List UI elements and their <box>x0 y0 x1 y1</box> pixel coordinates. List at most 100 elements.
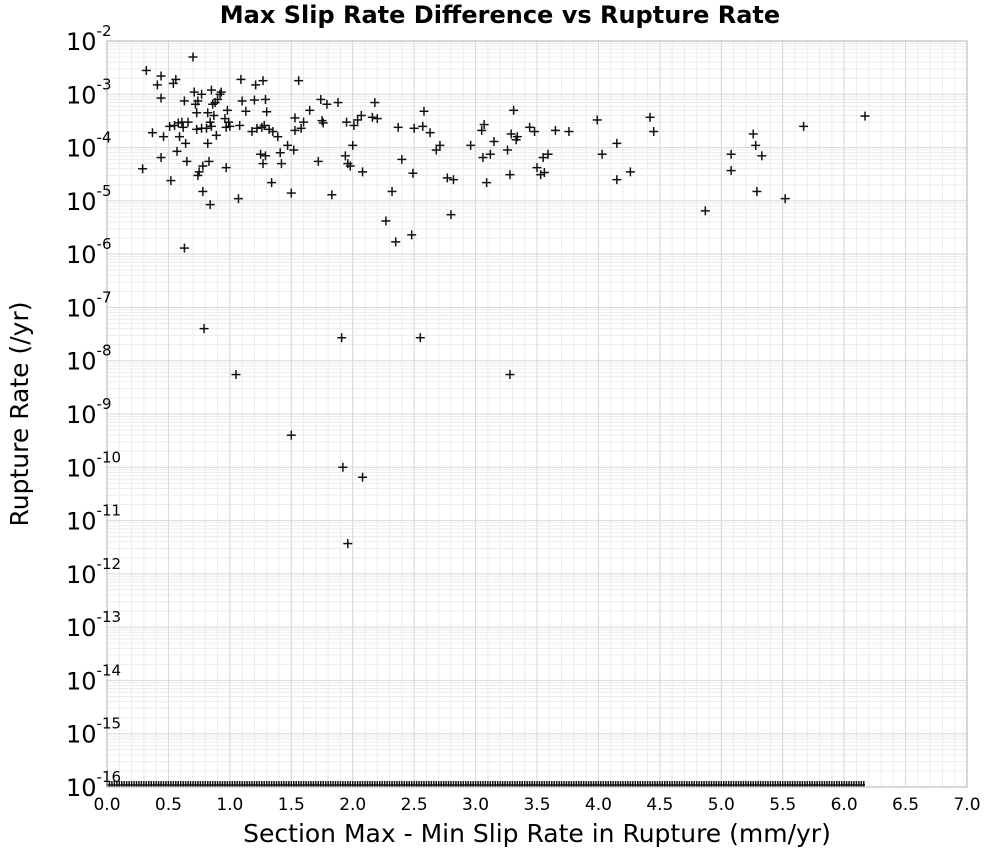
data-point <box>538 153 548 163</box>
data-point <box>592 115 602 125</box>
data-point <box>477 125 487 135</box>
data-point <box>489 136 499 146</box>
x-tick-label: 6.0 <box>831 795 858 815</box>
data-point <box>757 151 767 161</box>
data-point <box>448 175 458 185</box>
data-point <box>387 186 397 196</box>
data-point <box>296 123 306 133</box>
data-point <box>425 128 435 138</box>
y-tick-label: 10-6 <box>66 235 112 269</box>
data-point <box>159 132 169 142</box>
data-point <box>509 105 519 115</box>
data-point <box>258 76 268 86</box>
data-point <box>322 99 332 109</box>
data-point <box>286 430 296 440</box>
data-point <box>313 156 323 166</box>
data-point <box>860 111 870 121</box>
data-point <box>367 112 377 122</box>
data-point <box>192 108 202 118</box>
data-point <box>294 76 304 86</box>
y-tick-label: 10-10 <box>66 448 121 482</box>
grid-lines <box>106 40 968 788</box>
data-point <box>482 178 492 188</box>
data-point <box>530 127 540 137</box>
data-point <box>205 117 215 127</box>
data-point <box>182 156 192 166</box>
data-point <box>166 176 176 186</box>
data-point <box>147 128 157 138</box>
data-point <box>431 145 441 155</box>
data-point <box>172 146 182 156</box>
y-tick-label: 10-7 <box>66 288 112 322</box>
data-point <box>171 74 181 84</box>
data-point <box>466 140 476 150</box>
data-point <box>337 333 347 343</box>
data-point <box>251 80 261 90</box>
data-point <box>203 138 213 148</box>
data-point <box>506 129 516 139</box>
y-tick-label: 10-11 <box>66 502 121 536</box>
y-tick-label: 10-5 <box>66 182 112 216</box>
x-tick-label: 7.0 <box>953 795 980 815</box>
x-tick-labels: 0.0 0.5 1.0 1.5 2.0 2.5 3.0 3.5 4.0 4.5 5.0 5.5 6.0 6… <box>93 795 980 815</box>
data-point <box>327 190 337 200</box>
data-point <box>267 178 277 188</box>
y-tick-label: 10-14 <box>66 661 121 695</box>
data-point <box>479 120 489 130</box>
data-point <box>340 151 350 161</box>
data-point <box>780 194 790 204</box>
data-point <box>799 121 809 131</box>
y-tick-label: 10-8 <box>66 342 112 376</box>
data-points <box>138 52 870 549</box>
x-tick-label: 0.0 <box>93 795 120 815</box>
x-tick-label: 4.5 <box>646 795 673 815</box>
data-point <box>189 87 199 97</box>
data-point <box>381 216 391 226</box>
data-point <box>397 154 407 164</box>
data-point <box>289 145 299 155</box>
y-tick-label: 10-16 <box>66 768 121 802</box>
x-tick-label: 3.0 <box>462 795 489 815</box>
y-axis-label: Rupture Rate (/yr) <box>5 302 34 527</box>
data-point <box>202 123 212 133</box>
floor-markers <box>106 781 866 787</box>
data-point <box>156 71 166 81</box>
data-point <box>485 149 495 159</box>
data-point <box>408 168 418 178</box>
chart-title: Max Slip Rate Difference vs Rupture Rate <box>220 1 780 29</box>
data-point <box>317 116 327 126</box>
data-point <box>442 173 452 183</box>
data-point <box>751 140 761 150</box>
data-point <box>152 80 162 90</box>
data-point <box>358 167 368 177</box>
data-point <box>345 161 355 171</box>
data-point <box>418 121 428 131</box>
x-tick-label: 1.0 <box>216 795 243 815</box>
data-point <box>268 127 278 137</box>
x-tick-label: 6.5 <box>892 795 919 815</box>
data-point <box>299 117 309 127</box>
data-point <box>213 94 223 104</box>
y-tick-label: 10-12 <box>66 555 121 589</box>
data-point <box>165 121 175 131</box>
data-point <box>539 168 549 178</box>
x-tick-label: 5.0 <box>708 795 735 815</box>
data-point <box>612 175 622 185</box>
data-point <box>343 539 353 549</box>
data-point <box>222 105 232 115</box>
data-point <box>197 89 207 99</box>
data-point <box>192 124 202 134</box>
data-point <box>275 148 285 158</box>
data-point <box>215 89 225 99</box>
data-point <box>209 110 219 120</box>
data-point <box>597 149 607 159</box>
data-point <box>415 333 425 343</box>
data-point <box>198 186 208 196</box>
data-point <box>645 112 655 122</box>
data-point <box>550 125 560 135</box>
data-point <box>179 243 189 253</box>
data-point <box>286 188 296 198</box>
data-point <box>249 95 259 105</box>
data-point <box>273 132 283 142</box>
data-point <box>205 200 215 210</box>
